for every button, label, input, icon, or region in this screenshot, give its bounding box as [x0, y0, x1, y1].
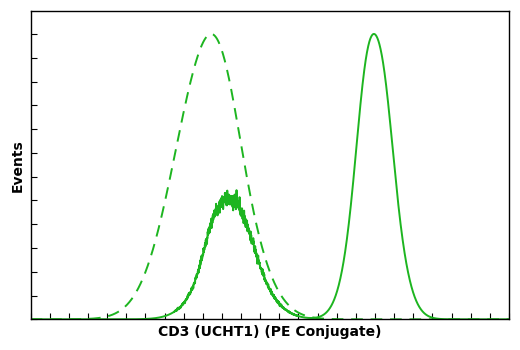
Y-axis label: Events: Events	[11, 139, 25, 191]
X-axis label: CD3 (UCHT1) (PE Conjugate): CD3 (UCHT1) (PE Conjugate)	[158, 325, 382, 339]
